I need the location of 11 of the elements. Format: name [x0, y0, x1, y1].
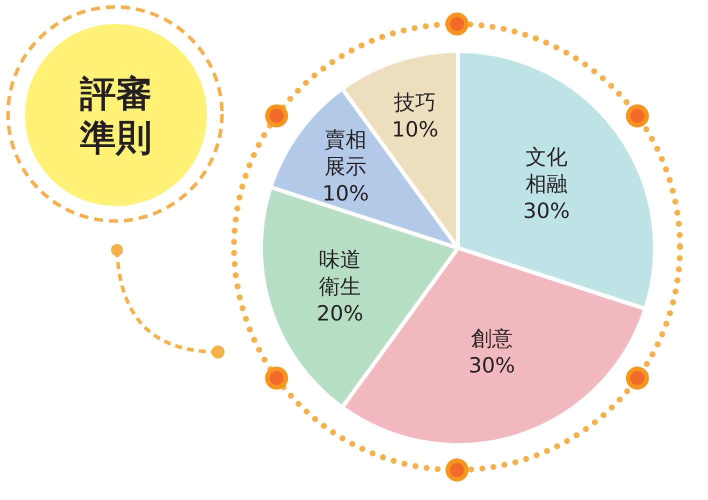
slice-label: 創意: [470, 326, 513, 350]
slice-label: 技巧: [393, 90, 436, 114]
slice-label: 賣相展示: [324, 127, 367, 178]
text: 評審準則: [79, 74, 152, 158]
data-label: 10%: [322, 181, 369, 206]
data-label: 30%: [523, 198, 570, 223]
data-label: 20%: [316, 301, 364, 326]
slice-label: 味道衛生: [318, 247, 361, 298]
slice-label: 文化相融: [525, 144, 568, 196]
data-label: 30%: [468, 353, 516, 378]
data-label: 10%: [392, 117, 438, 142]
